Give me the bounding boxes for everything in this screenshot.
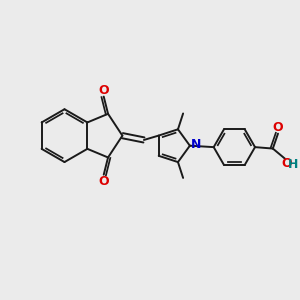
Text: N: N — [191, 138, 201, 151]
Text: O: O — [98, 175, 109, 188]
Text: H: H — [288, 158, 299, 171]
Text: O: O — [98, 84, 109, 97]
Text: O: O — [273, 122, 283, 134]
Text: O: O — [281, 157, 292, 170]
